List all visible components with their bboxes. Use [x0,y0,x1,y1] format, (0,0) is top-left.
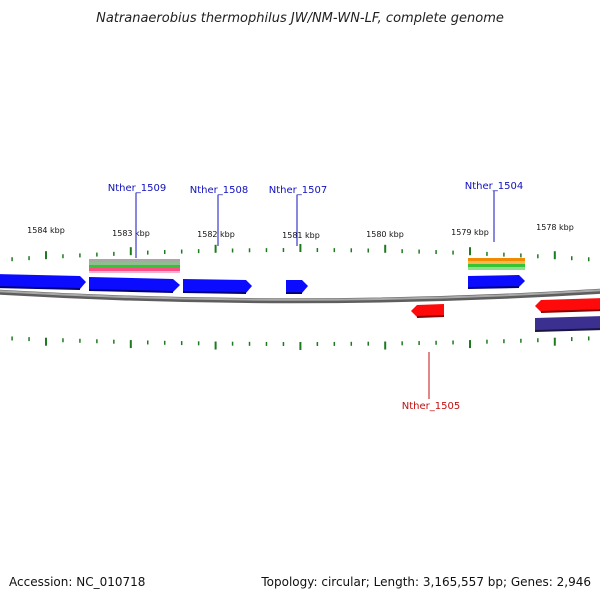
gene-label-nther-1505[interactable]: Nther_1505 [402,401,460,412]
genome-summary-text: Topology: circular; Length: 3,165,557 bp… [260,575,591,589]
gene-arrow-nther-1504[interactable] [468,275,525,289]
scale-label-1581: 1581 kbp [282,231,320,240]
gene-block-right-edge-purple[interactable] [535,316,600,332]
scale-label-1578: 1578 kbp [536,223,574,232]
scale-label-1584: 1584 kbp [27,226,65,235]
gene-label-nther-1504[interactable]: Nther_1504 [465,181,523,192]
genome-backbone [0,289,600,301]
gene-arrow-nther-1505[interactable] [411,304,444,318]
genome-title: Natranaerobius thermophilus JW/NM-WN-LF,… [96,11,504,26]
gene-label-nther-1507[interactable]: Nther_1507 [269,185,327,196]
gene-arrow-right-edge-red[interactable] [535,298,600,313]
gene-arrow-nther-1508[interactable] [183,279,252,294]
feature-band-1504 [468,258,525,270]
gene-arrow-left-edge[interactable] [0,274,86,290]
accession-text: Accession: NC_010718 [9,575,145,589]
scale-label-1580: 1580 kbp [366,230,404,239]
gene-arrow-nther-1509[interactable] [89,277,180,293]
scale-label-1579: 1579 kbp [451,228,489,237]
scale-ticks-bottom [11,336,590,350]
gene-label-nther-1509[interactable]: Nther_1509 [108,183,166,194]
scale-label-1583: 1583 kbp [112,229,150,238]
scale-label-1582: 1582 kbp [197,230,235,239]
gene-label-nther-1508[interactable]: Nther_1508 [190,185,248,196]
scale-ticks-top [11,244,590,262]
gene-arrow-nther-1507[interactable] [286,280,308,294]
feature-band-1509 [89,259,180,273]
